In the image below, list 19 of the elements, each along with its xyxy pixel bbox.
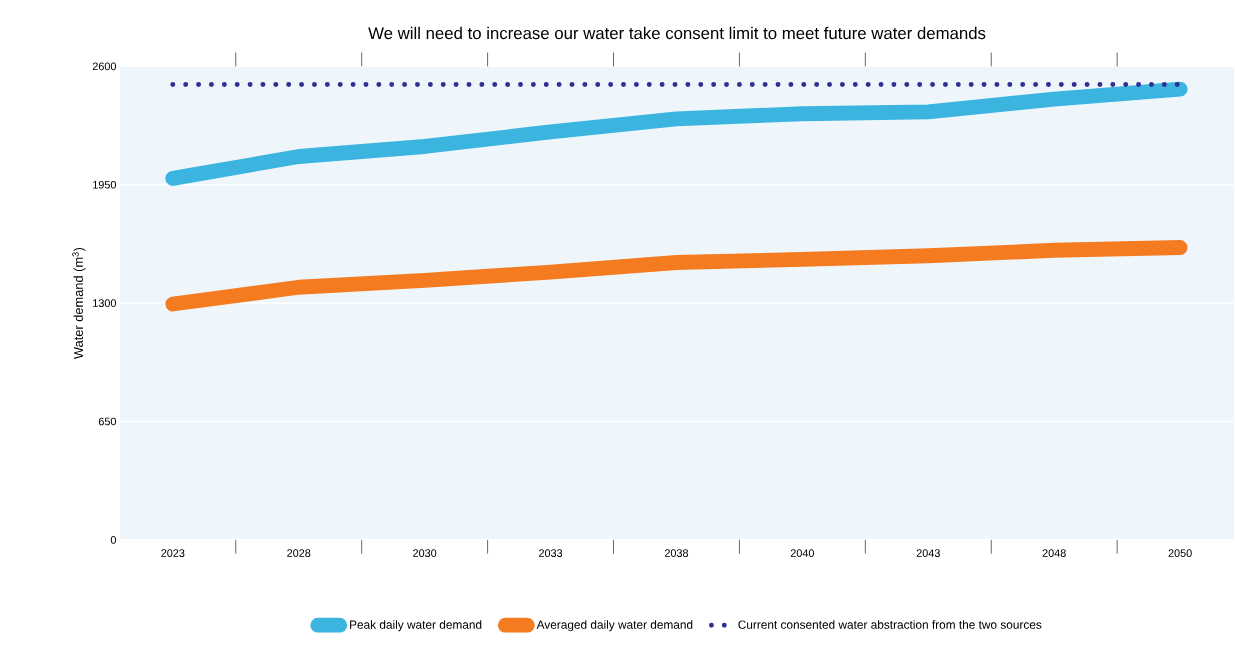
- y-tick-label: 1300: [93, 299, 117, 308]
- x-tick-label: 2040: [790, 549, 815, 558]
- x-tick-label: 2048: [1042, 549, 1066, 558]
- legend-label: Averaged daily water demand: [536, 620, 693, 632]
- y-tick-label: 0: [110, 536, 117, 544]
- x-tick-label: 2030: [413, 549, 437, 558]
- x-tick-label: 2023: [161, 549, 185, 558]
- x-tick-label: 2028: [287, 549, 311, 558]
- legend-label: Peak daily water demand: [350, 620, 482, 632]
- x-tick-label: 2038: [664, 549, 689, 558]
- y-tick-label: 650: [98, 417, 117, 426]
- y-axis-title: Water demand (m$^{3}$): [72, 248, 86, 360]
- chart-title: We will need to increase our water take consent limit to meet future water demands: [368, 26, 986, 40]
- x-tick-label: 2033: [539, 549, 563, 558]
- y-tick-label: 2600: [92, 62, 117, 71]
- x-tick-label: 2050: [1168, 549, 1192, 558]
- x-tick-label: 2043: [916, 549, 940, 558]
- legend-label: Current consented water abstraction from the two sources: [738, 620, 1042, 629]
- y-tick-label: 1950: [93, 180, 117, 189]
